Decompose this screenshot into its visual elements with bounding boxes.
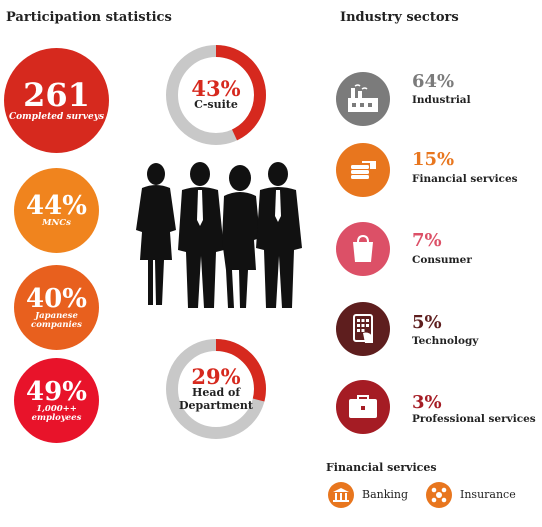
shopping-bag-icon (353, 234, 373, 262)
employees-label-line1: 1,000++ (36, 403, 77, 414)
coins-icon (351, 161, 376, 179)
sector-professional-pct: 3% (412, 392, 442, 413)
sector-technology-pct: 5% (412, 312, 442, 333)
sector-technology-name: Technology (412, 335, 479, 347)
bank-icon (333, 488, 349, 502)
mncs-label: MNCs (42, 218, 71, 229)
sector-professional-circle (336, 380, 390, 434)
financial-services-title: Financial services (326, 461, 437, 474)
mncs-circle: 44% MNCs (14, 168, 99, 253)
sector-industrial-name: Industrial (412, 94, 471, 106)
head-label-line2: Department (179, 398, 253, 412)
industry-title: Industry sectors (340, 10, 459, 25)
sector-consumer-name: Consumer (412, 254, 472, 266)
head-label-line1: Head of (191, 386, 241, 400)
sector-industrial-circle (336, 72, 390, 126)
completed-surveys-circle: 261 Completed surveys (4, 48, 109, 153)
sector-professional-name: Professional services (412, 413, 536, 425)
head-donut-arc (166, 339, 266, 439)
head-donut-chart (166, 339, 266, 439)
insurance-label: Insurance (460, 488, 516, 501)
sector-technology-circle (336, 302, 390, 356)
mncs-value: 44% (26, 191, 87, 222)
banking-circle (328, 482, 354, 508)
sector-consumer-circle (336, 222, 390, 276)
head-value: 29% (191, 364, 241, 390)
completed-surveys-value: 261 (23, 75, 90, 114)
csuite-donut: 43% C-suite (163, 42, 269, 148)
csuite-label: C-suite (194, 98, 238, 112)
sector-industrial-pct: 64% (412, 71, 455, 92)
csuite-donut-arc (166, 45, 266, 145)
sector-consumer-pct: 7% (412, 230, 442, 251)
participation-title: Participation statistics (6, 10, 172, 25)
japanese-label-line1: Japanese (35, 310, 78, 321)
briefcase-icon (349, 395, 377, 418)
insurance-circle (426, 482, 452, 508)
sector-financial-name: Financial services (412, 173, 518, 185)
csuite-value: 43% (191, 76, 241, 102)
japanese-label-line2: companies (31, 319, 82, 330)
business-people-silhouette-icon (136, 162, 302, 308)
banking-label: Banking (362, 488, 409, 501)
csuite-donut-chart (166, 45, 266, 145)
japanese-companies-circle: 40% Japanese companies (14, 265, 99, 350)
japanese-value: 40% (26, 283, 87, 314)
employees-label-line2: employees (31, 412, 82, 423)
employees-value: 49% (26, 376, 87, 407)
tablet-icon (353, 314, 373, 343)
head-of-department-donut: 29% Head of Department (163, 336, 269, 442)
umbrella-icon (431, 487, 447, 503)
completed-surveys-label: Completed surveys (8, 111, 105, 122)
sector-financial-circle (336, 143, 390, 197)
sector-financial-pct: 15% (412, 149, 455, 170)
employees-circle: 49% 1,000++ employees (14, 358, 99, 443)
factory-icon (348, 84, 378, 112)
